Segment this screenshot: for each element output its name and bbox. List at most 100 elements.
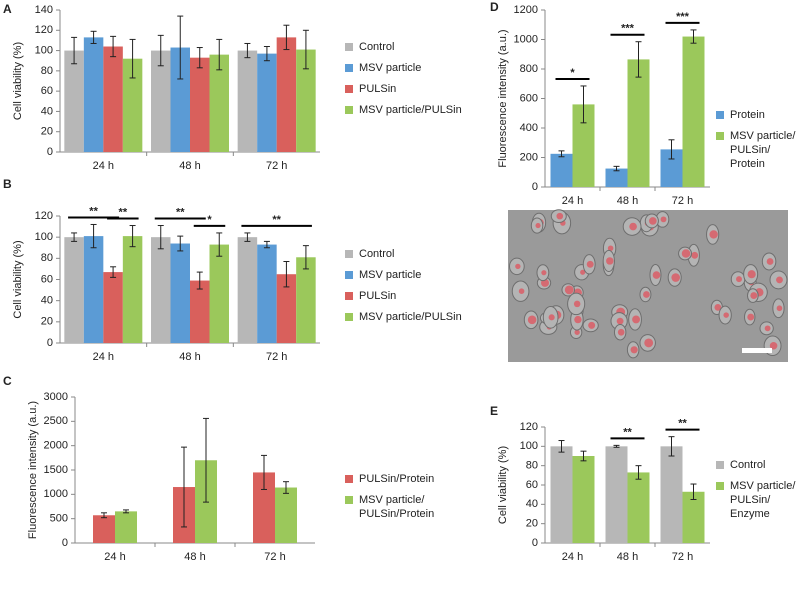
legend-item: MSV particle/ PULSin/ Enzyme: [716, 479, 800, 521]
cell-fluorescence: [629, 222, 637, 231]
significance-label: ***: [676, 11, 690, 23]
bar: [64, 237, 84, 343]
significance-label: **: [119, 206, 128, 218]
x-tick-label: 24 h: [562, 195, 583, 207]
x-tick-label: 24 h: [93, 160, 114, 172]
legend-swatch: [345, 271, 353, 279]
bar: [190, 57, 210, 152]
significance-label: ***: [621, 23, 635, 35]
legend-swatch: [716, 482, 724, 490]
legend-label: Control: [359, 248, 395, 260]
x-tick-label: 72 h: [266, 160, 287, 172]
error-bar: [558, 150, 565, 158]
cell-fluorescence: [556, 212, 564, 220]
cell-fluorescence: [709, 230, 718, 239]
y-axis-title: Cell viability (%): [497, 446, 509, 524]
y-tick-label: 200: [520, 151, 538, 163]
y-tick-label: 0: [532, 537, 538, 549]
bar: [682, 36, 705, 187]
y-tick-label: 2000: [44, 440, 68, 452]
cell-fluorescence: [766, 258, 774, 265]
cell-fluorescence: [548, 314, 555, 321]
legend-label: Control: [730, 459, 766, 471]
bar: [190, 280, 210, 343]
cell-fluorescence: [776, 276, 783, 284]
y-axis-title: Fluorescence intensity (a.u.): [497, 29, 509, 167]
legend-label: MSV particle/ PULSin/ Protein: [730, 130, 796, 170]
y-tick-label: 600: [520, 92, 538, 104]
y-tick-label: 2500: [44, 415, 68, 427]
bar: [275, 487, 297, 543]
legend-item: MSV particle/ PULSin/Protein: [345, 493, 475, 521]
y-tick-label: 80: [41, 65, 53, 77]
legend-swatch: [345, 64, 353, 72]
cell-fluorescence: [736, 276, 742, 283]
legend-swatch: [345, 292, 353, 300]
legend-label: PULSin/Protein: [359, 473, 435, 485]
y-tick-label: 0: [62, 537, 68, 549]
error-bar: [613, 165, 620, 172]
legend-label: MSV particle/ PULSin/Protein: [359, 494, 435, 520]
x-tick-label: 48 h: [179, 160, 200, 172]
bar: [682, 491, 705, 543]
y-tick-label: 120: [35, 24, 53, 36]
cell-fluorescence: [606, 257, 614, 265]
cell-fluorescence: [607, 245, 614, 252]
cell-fluorescence: [630, 346, 638, 354]
legend-item: MSV particle/ PULSin/ Protein: [716, 129, 800, 171]
panel-label: D: [490, 0, 499, 14]
x-tick-label: 72 h: [264, 551, 285, 563]
bar: [122, 236, 143, 343]
error-bar: [110, 35, 117, 58]
cell-fluorescence: [747, 270, 756, 279]
legend-label: PULSin: [359, 83, 397, 95]
error-bar: [196, 271, 203, 290]
bar: [151, 237, 171, 343]
error-bar: [283, 481, 289, 494]
cell-fluorescence: [518, 288, 525, 294]
bar: [627, 59, 650, 187]
bar: [627, 472, 650, 543]
bar: [257, 244, 277, 343]
error-bar: [244, 232, 251, 242]
y-axis-title: Cell viability (%): [12, 240, 24, 318]
cell-fluorescence: [671, 273, 681, 282]
legend-item: Control: [345, 247, 495, 261]
y-tick-label: 80: [41, 252, 53, 264]
legend-label: MSV particle: [359, 62, 422, 74]
legend-item: MSV particle/PULSin: [345, 103, 495, 117]
error-bar: [216, 232, 223, 257]
bar: [64, 50, 84, 153]
bar: [296, 257, 316, 343]
y-tick-label: 500: [50, 513, 68, 525]
micrograph: [508, 209, 788, 362]
x-tick-label: 72 h: [266, 351, 287, 363]
x-tick-label: 72 h: [672, 195, 693, 207]
y-tick-label: 40: [526, 498, 538, 510]
cell-fluorescence: [764, 325, 771, 332]
y-tick-label: 1200: [514, 4, 538, 16]
bar: [253, 472, 275, 543]
legend-swatch: [716, 132, 724, 140]
legend-item: Control: [716, 458, 800, 472]
y-tick-label: 3000: [44, 391, 68, 403]
cell-fluorescence: [580, 269, 586, 275]
bar: [115, 511, 137, 543]
y-tick-label: 20: [41, 316, 53, 328]
cell-fluorescence: [691, 251, 699, 259]
cell-fluorescence: [747, 313, 755, 321]
cell-fluorescence: [632, 315, 641, 324]
error-bar: [263, 240, 270, 249]
y-tick-label: 140: [35, 4, 53, 16]
y-tick-label: 120: [35, 210, 53, 222]
legend-swatch: [345, 43, 353, 51]
y-tick-label: 120: [520, 421, 538, 433]
error-bar: [216, 38, 223, 71]
legend: PULSin/Protein MSV particle/ PULSin/Prote…: [345, 472, 475, 528]
y-tick-label: 20: [41, 126, 53, 138]
cell-fluorescence: [723, 312, 729, 318]
legend-label: MSV particle/PULSin: [359, 311, 462, 323]
legend-label: PULSin: [359, 290, 397, 302]
y-axis-title: Cell viability (%): [12, 42, 24, 120]
legend-label: MSV particle/ PULSin/ Enzyme: [730, 480, 796, 520]
